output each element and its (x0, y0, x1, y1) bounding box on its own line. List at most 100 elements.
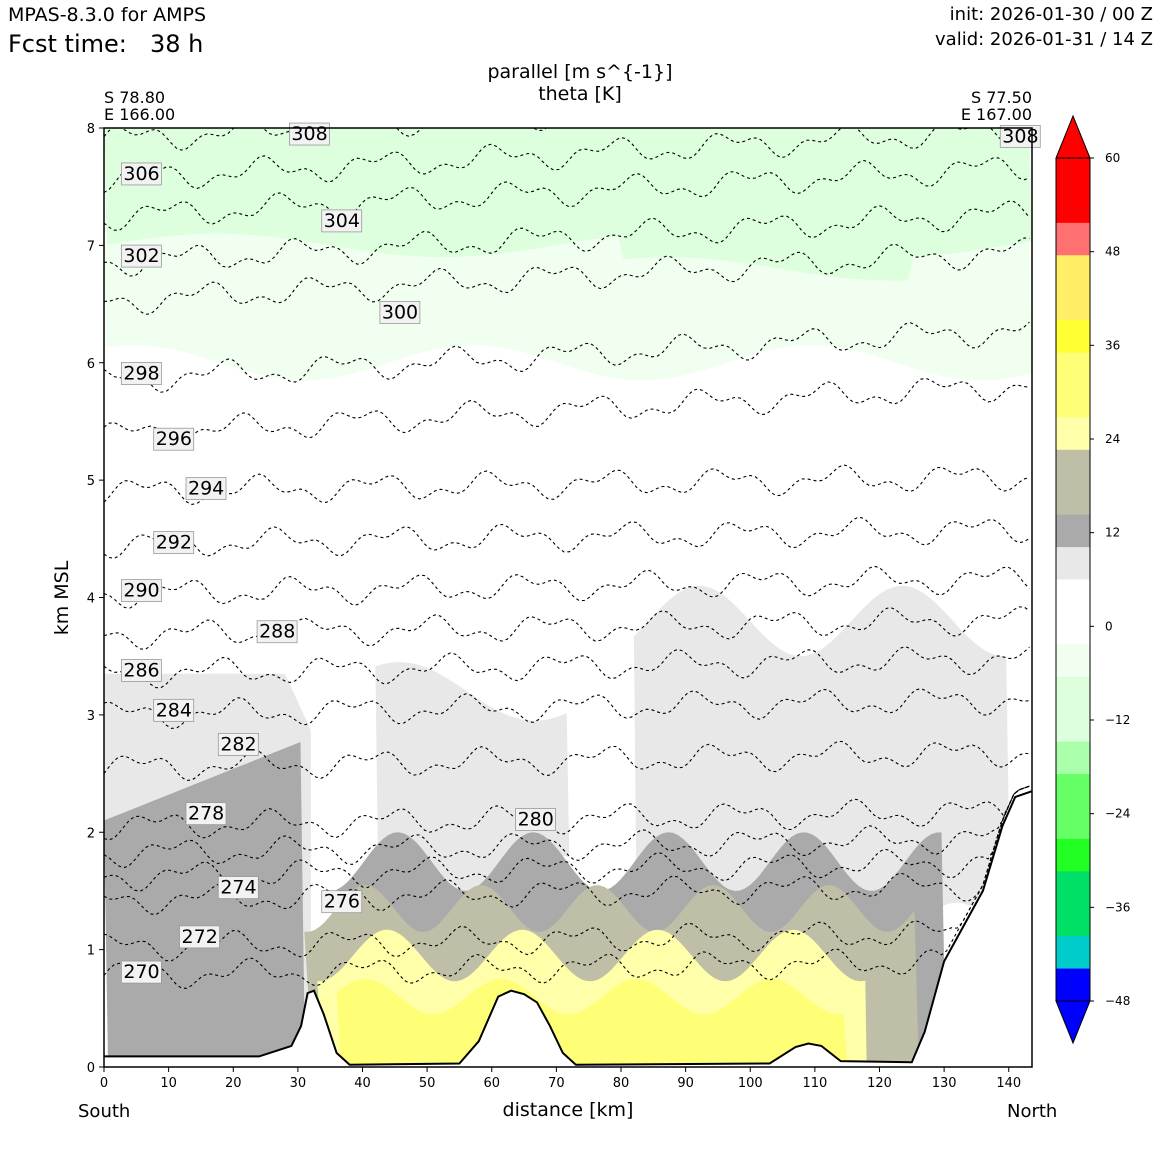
x-tick-70: 70 (548, 1067, 565, 1091)
svg-text:30: 30 (290, 1076, 307, 1091)
svg-text:48: 48 (1105, 245, 1120, 259)
theta-contour-272 (104, 785, 1030, 962)
svg-text:4: 4 (87, 592, 95, 607)
y-tick-1: 1 (87, 944, 104, 959)
svg-text:60: 60 (1105, 151, 1120, 165)
theta-label-288: 288 (256, 620, 298, 644)
terrain-line (104, 790, 1032, 1066)
theta-label-278: 278 (185, 802, 227, 826)
colorbar-segment (1056, 968, 1090, 1002)
x-tick-100: 100 (738, 1067, 763, 1091)
svg-text:120: 120 (867, 1076, 892, 1091)
colorbar-arrow-bottom (1055, 1000, 1091, 1045)
theta-label-290: 290 (120, 579, 162, 603)
svg-text:40: 40 (354, 1076, 371, 1091)
x-tick-50: 50 (419, 1067, 436, 1091)
colorbar-segment (1056, 384, 1090, 418)
colorbar-tick--48: −48 (1090, 994, 1130, 1008)
y-tick-6: 6 (87, 357, 104, 372)
svg-text:280: 280 (518, 809, 554, 831)
theta-contour-270 (104, 785, 1030, 989)
theta-contour-290 (104, 565, 1030, 609)
theta-label-270: 270 (120, 960, 162, 984)
svg-text:278: 278 (188, 803, 224, 825)
colorbar-tick--36: −36 (1090, 900, 1130, 914)
svg-text:60: 60 (483, 1076, 500, 1091)
svg-text:2: 2 (87, 826, 95, 841)
colorbar-segment (1056, 871, 1090, 905)
theta-label-276: 276 (321, 890, 363, 914)
svg-text:308: 308 (291, 123, 327, 145)
x-tick-130: 130 (932, 1067, 957, 1091)
theta-contour-302 (104, 200, 1030, 277)
svg-text:276: 276 (324, 891, 360, 913)
svg-text:302: 302 (123, 245, 159, 267)
svg-text:282: 282 (220, 733, 256, 755)
colorbar-segment (1056, 417, 1090, 451)
theta-contour-304 (104, 157, 1030, 231)
svg-text:304: 304 (324, 210, 360, 232)
colorbar-segment (1056, 741, 1090, 775)
svg-text:286: 286 (123, 659, 159, 681)
svg-text:0: 0 (100, 1076, 108, 1091)
theta-label-286: 286 (120, 659, 162, 682)
theta-label-300: 300 (379, 301, 421, 324)
svg-text:3: 3 (87, 709, 95, 724)
x-tick-90: 90 (677, 1067, 694, 1091)
svg-text:288: 288 (259, 621, 295, 643)
svg-text:0: 0 (87, 1061, 95, 1076)
y-tick-0: 0 (87, 1061, 104, 1076)
svg-text:−12: −12 (1105, 713, 1130, 727)
y-tick-2: 2 (87, 826, 104, 841)
theta-contour-278 (104, 785, 1030, 869)
colorbar-segment (1056, 806, 1090, 840)
svg-text:272: 272 (182, 926, 218, 948)
wind-band-yellow (336, 979, 848, 1065)
x-tick-30: 30 (290, 1067, 307, 1091)
start-longitude: E 166.00 (104, 105, 176, 124)
svg-text:100: 100 (738, 1076, 763, 1091)
x-tick-10: 10 (160, 1067, 177, 1091)
colorbar-tick-60: 60 (1090, 151, 1120, 165)
colorbar-segment (1056, 514, 1090, 548)
theta-contour-294 (104, 464, 1030, 505)
svg-text:292: 292 (156, 532, 192, 554)
svg-text:5: 5 (87, 474, 95, 489)
svg-text:0: 0 (1105, 619, 1113, 633)
svg-text:290: 290 (123, 580, 159, 602)
colorbar-segment (1056, 320, 1090, 354)
svg-text:36: 36 (1105, 338, 1120, 352)
svg-text:12: 12 (1105, 526, 1120, 540)
svg-text:296: 296 (156, 428, 192, 450)
svg-text:8: 8 (87, 122, 95, 137)
x-tick-110: 110 (802, 1067, 827, 1091)
direction-south: South (78, 1101, 131, 1122)
theta-label-308: 308 (999, 124, 1041, 148)
theta-contour-306 (104, 128, 1030, 193)
x-tick-40: 40 (354, 1067, 371, 1091)
y-tick-7: 7 (87, 239, 104, 254)
x-tick-120: 120 (867, 1067, 892, 1091)
x-axis-label: distance [km] (502, 1099, 634, 1121)
svg-text:50: 50 (419, 1076, 436, 1091)
colorbar-tick-0: 0 (1090, 619, 1113, 633)
y-tick-3: 3 (87, 709, 104, 724)
theta-label-282: 282 (217, 732, 259, 756)
colorbar-arrow-top (1055, 114, 1091, 159)
colorbar-segment (1056, 482, 1090, 516)
colorbar-segment (1056, 936, 1090, 970)
colorbar-segment (1056, 774, 1090, 807)
svg-text:130: 130 (932, 1076, 957, 1091)
colorbar-tick-24: 24 (1090, 432, 1120, 446)
valid-time: valid: 2026-01-31 / 14 Z (935, 29, 1153, 50)
theta-contour-284 (104, 688, 1030, 729)
x-tick-140: 140 (996, 1067, 1021, 1091)
theta-label-304: 304 (321, 209, 363, 233)
colorbar-segment (1056, 449, 1090, 483)
model-title: MPAS-8.3.0 for AMPS (8, 4, 207, 26)
colorbar-segment (1056, 190, 1090, 224)
theta-contour-274 (104, 785, 1030, 916)
theta-label-306: 306 (120, 162, 162, 186)
end-longitude: E 167.00 (960, 105, 1032, 124)
